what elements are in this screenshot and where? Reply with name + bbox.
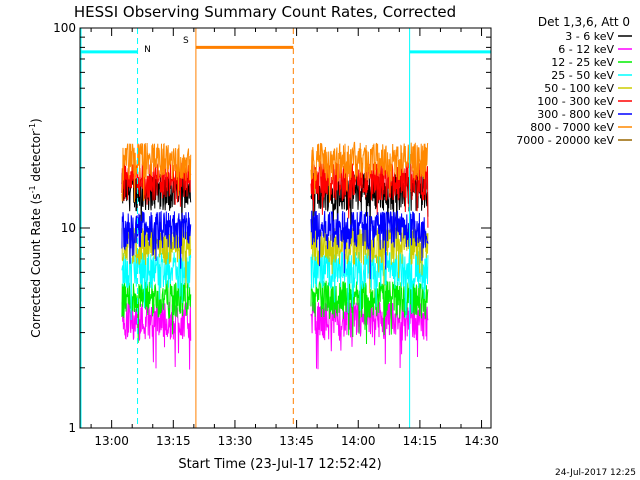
- y-tick-label: 100: [53, 21, 76, 35]
- x-tick-label: 14:00: [341, 434, 376, 448]
- legend-label: 50 - 100 keV: [544, 82, 614, 95]
- x-tick-label: 13:30: [218, 434, 253, 448]
- y-tick-label: 1: [68, 421, 76, 435]
- legend-label: 25 - 50 keV: [551, 69, 614, 82]
- legend-label: 12 - 25 keV: [551, 56, 614, 69]
- data-layer: [121, 141, 429, 370]
- saa-interval: [195, 28, 294, 428]
- y-tick-label: 10: [61, 221, 76, 235]
- series-trace-2-0: [121, 279, 192, 343]
- series-800-7000kev: [121, 141, 429, 203]
- series-trace-6-1: [310, 210, 429, 280]
- legend-label: 6 - 12 keV: [558, 43, 614, 56]
- night-interval-0: [80, 28, 139, 428]
- chart-title: HESSI Observing Summary Count Rates, Cor…: [74, 3, 456, 21]
- x-tick-label: 13:00: [94, 434, 129, 448]
- x-axis-label: Start Time (23-Jul-17 12:52:42): [178, 457, 381, 472]
- legend-title: Det 1,3,6, Att 0: [538, 15, 630, 29]
- footer-timestamp: 24-Jul-2017 12:25: [555, 468, 636, 478]
- series-trace-6-0: [121, 210, 192, 269]
- legend-label: 7000 - 20000 keV: [516, 134, 614, 147]
- legend-label: 800 - 7000 keV: [530, 121, 614, 134]
- legend-label: 3 - 6 keV: [565, 30, 614, 43]
- x-tick-label: 13:45: [279, 434, 314, 448]
- x-tick-label: 13:15: [156, 434, 191, 448]
- y-axis-label-mid: detector: [29, 131, 43, 186]
- series-trace-7-0: [121, 142, 192, 203]
- series-trace-2-1: [310, 280, 429, 345]
- x-tick-label: 14:30: [464, 434, 499, 448]
- y-axis-label: Corrected Count Rate (s-1 detector-1): [28, 118, 43, 337]
- x-tick-label: 14:15: [403, 434, 438, 448]
- legend-label: 100 - 300 keV: [537, 95, 614, 108]
- saa-label: S: [183, 36, 189, 46]
- y-axis-label-end: ): [29, 118, 43, 123]
- night-interval-1: [409, 28, 491, 428]
- y-axis-label-main: Corrected Count Rate (s: [29, 193, 43, 337]
- y-axis-label-sup1: -1: [28, 185, 37, 193]
- y-axis-label-sup2: -1: [28, 123, 37, 131]
- series-12-25kev: [121, 279, 429, 345]
- series-300-800kev: [121, 210, 429, 280]
- legend-label: 300 - 800 keV: [537, 108, 614, 121]
- axis-layer: 13:00 13:15 13:30 13:45 14:00 14:15 14:30 1 10 10…: [53, 21, 499, 448]
- series-trace-7-1: [310, 141, 429, 203]
- night-label: N: [144, 45, 151, 55]
